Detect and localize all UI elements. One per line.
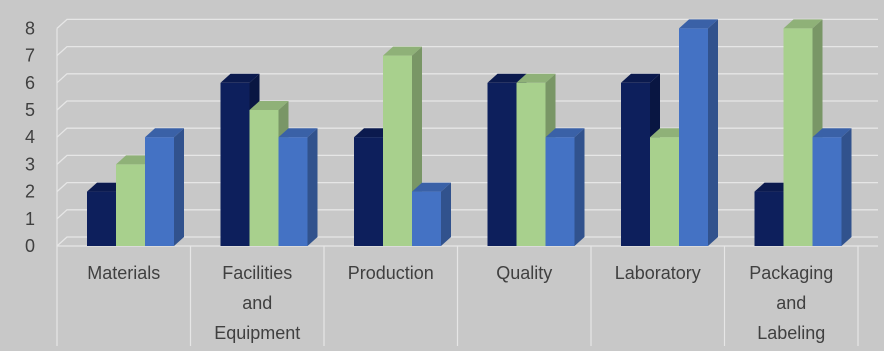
x-category-label: Quality (496, 263, 552, 283)
gridline (56, 209, 878, 220)
gridline (56, 18, 878, 29)
y-tick-label: 2 (25, 182, 35, 202)
bar-series-3-category-1 (145, 128, 184, 246)
y-tick-label: 1 (25, 209, 35, 229)
y-tick-label: 3 (25, 154, 35, 174)
y-tick-label: 8 (25, 18, 35, 38)
bar-series-3-category-6 (812, 128, 852, 246)
bars (87, 19, 852, 247)
gridline (56, 181, 878, 193)
y-tick-label: 0 (25, 236, 35, 256)
x-category-label: Facilities and Equipment (214, 263, 300, 343)
y-tick-label: 5 (25, 100, 35, 120)
y-axis-tick-labels: 0 1 2 3 4 5 6 7 8 (25, 18, 35, 256)
gridline (56, 154, 878, 165)
y-tick-label: 6 (25, 73, 35, 93)
gridline (56, 45, 878, 57)
x-axis-category-labels: Materials Facilities and Equipment Productio… (87, 263, 833, 343)
gridline (56, 236, 878, 247)
bar-series-2-category-3 (383, 46, 422, 246)
y-tick-label: 7 (25, 46, 35, 66)
gridlines (56, 18, 878, 346)
bar-series-3-category-5 (679, 19, 718, 247)
gridline (56, 100, 878, 111)
bar-series-3-category-3 (412, 182, 451, 246)
gridline (56, 73, 878, 84)
x-category-label: Packaging and Labeling (749, 263, 833, 343)
x-category-label: Production (348, 263, 434, 283)
gridline (56, 127, 878, 138)
bar-series-3-category-2 (278, 128, 318, 246)
bar-series-3-category-4 (545, 128, 585, 246)
x-category-label: Laboratory (615, 263, 701, 283)
x-category-label: Materials (87, 263, 160, 283)
y-tick-label: 4 (25, 127, 35, 147)
